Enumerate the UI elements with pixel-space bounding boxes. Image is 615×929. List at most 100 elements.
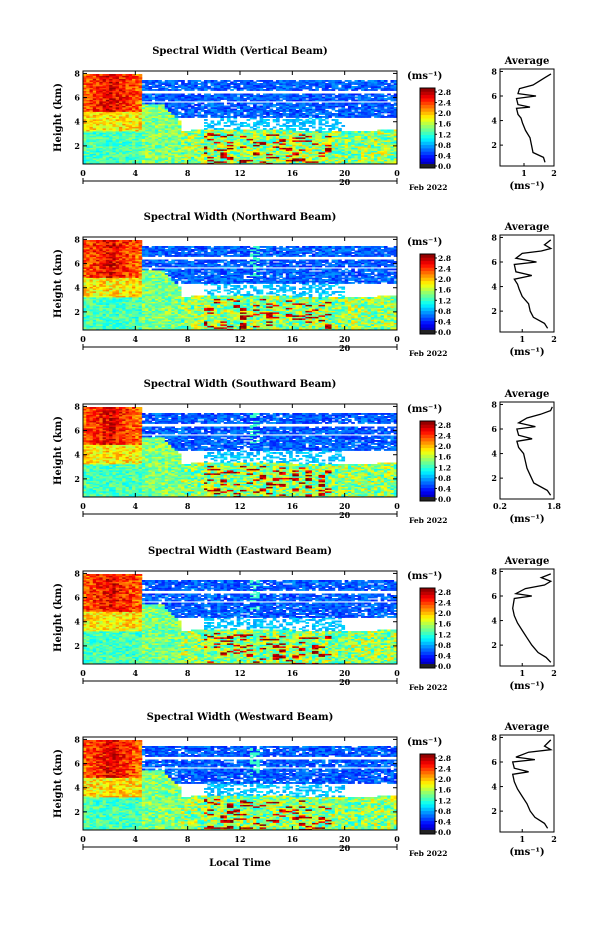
heatmap-cell <box>253 95 257 97</box>
colorbar-tick-label: 2.8 <box>438 88 451 97</box>
colorbar-swatch <box>420 145 435 149</box>
colorbar-swatch <box>420 91 435 95</box>
heatmap-cell <box>279 80 283 82</box>
heatmap-cell <box>283 130 287 132</box>
heatmap-cell <box>162 94 166 96</box>
heatmap-cell <box>319 127 323 129</box>
heatmap-cell <box>211 125 215 127</box>
heatmap-cell <box>155 103 159 105</box>
heatmap-cell <box>106 74 110 76</box>
heatmap-cell <box>256 106 260 108</box>
heatmap-cell <box>390 80 394 82</box>
heatmap-cell <box>377 103 381 105</box>
heatmap-cells <box>83 74 397 164</box>
colorbar <box>420 88 437 168</box>
heatmap-cell <box>266 119 270 121</box>
heatmap-cell <box>302 94 306 96</box>
heatmap-cell <box>207 86 211 88</box>
heatmap-cell <box>266 103 270 105</box>
heatmap-cell <box>361 80 365 82</box>
y-tick-label: 6 <box>74 93 80 103</box>
heatmap-cell <box>276 103 280 105</box>
y-tick-label: 2 <box>74 141 80 151</box>
heatmap-cell <box>211 130 215 132</box>
heatmap-cell <box>214 80 218 82</box>
heatmap-cell <box>217 82 221 84</box>
heatmap-cell <box>322 94 326 96</box>
colorbar-swatch <box>420 155 435 159</box>
heatmap-cell <box>243 94 247 96</box>
colorbar-tick-label: 0.0 <box>438 162 451 171</box>
heatmap-cell <box>377 130 381 132</box>
heatmap-cell <box>345 109 349 111</box>
heatmap-cell <box>162 82 166 84</box>
heatmap-cell <box>240 103 244 105</box>
heatmap-cell <box>328 80 332 82</box>
heatmap-cell <box>171 80 175 82</box>
heatmap-cell <box>358 103 362 105</box>
heatmap-cell <box>83 74 87 76</box>
heatmap-cell <box>178 94 182 96</box>
heatmap-cell <box>214 94 218 96</box>
heatmap-cell <box>328 89 332 91</box>
y-tick-label: 8 <box>74 68 80 78</box>
heatmap-cell <box>250 130 254 132</box>
heatmap-cell <box>302 121 306 123</box>
heatmap-cell <box>263 89 267 91</box>
heatmap-cell <box>237 103 241 105</box>
heatmap-cell <box>207 130 211 132</box>
heatmap-cell <box>322 128 326 130</box>
heatmap-cell <box>289 128 293 130</box>
heatmap-cell <box>273 82 277 84</box>
heatmap-cell <box>230 86 234 88</box>
heatmap-cell <box>260 83 264 85</box>
heatmap-cell <box>364 103 368 105</box>
heatmap-cell <box>237 97 241 99</box>
heatmap-cell <box>377 94 381 96</box>
heatmap-cell <box>250 127 254 129</box>
heatmap-cell <box>387 94 391 96</box>
colorbar-swatch <box>420 101 435 105</box>
heatmap-cell <box>129 74 133 76</box>
heatmap-cell <box>191 94 195 96</box>
heatmap-cell <box>175 80 179 82</box>
heatmap-cell <box>207 124 211 126</box>
colorbar-unit: (ms⁻¹) <box>407 71 442 82</box>
heatmap-cell <box>227 94 231 96</box>
x-tick-label: 16 <box>287 168 299 178</box>
heatmap-cell <box>139 74 143 76</box>
heatmap-cell <box>345 131 349 133</box>
profile-y-tick-label: 8 <box>491 66 497 76</box>
heatmap-cell <box>207 103 211 105</box>
heatmap-cell <box>319 80 323 82</box>
heatmap-cell <box>322 97 326 99</box>
heatmap-cell <box>155 80 159 82</box>
heatmap-cell <box>227 103 231 105</box>
heatmap-cell <box>214 128 218 130</box>
heatmap-cell <box>305 80 309 82</box>
heatmap-cell <box>312 103 316 105</box>
heatmap-cell <box>286 113 290 115</box>
heatmap-cell <box>358 131 362 133</box>
heatmap-cell <box>289 125 293 127</box>
heatmap-cell <box>263 128 267 130</box>
heatmap-cell <box>194 80 198 82</box>
heatmap-cell <box>148 103 152 105</box>
heatmap-cell <box>312 127 316 129</box>
heatmap-cell <box>292 128 296 130</box>
heatmap-cell <box>197 83 201 85</box>
heatmap-cell <box>86 74 90 76</box>
heatmap-cell <box>142 80 146 82</box>
heatmap-cell <box>299 80 303 82</box>
heatmap-cell <box>387 130 391 132</box>
heatmap-cell <box>227 80 231 82</box>
heatmap-cell <box>109 74 113 76</box>
heatmap-cell <box>361 103 365 105</box>
heatmap-cell <box>338 122 342 124</box>
heatmap-cell <box>162 86 166 88</box>
heatmap-cell <box>384 86 388 88</box>
heatmap-cell <box>233 128 237 130</box>
heatmap-cell <box>381 88 385 90</box>
heatmap-cell <box>338 88 342 90</box>
